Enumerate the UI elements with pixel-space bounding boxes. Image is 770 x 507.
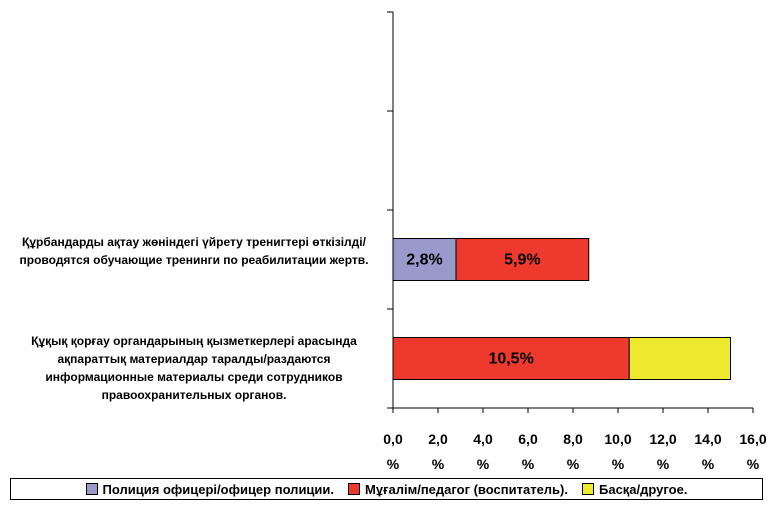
x-tick-label: 10,0%	[604, 431, 631, 472]
value-label: 5,9%	[504, 252, 540, 269]
x-tick-label: 14,0%	[694, 431, 721, 472]
value-label: 10,5%	[488, 351, 533, 368]
legend-item: Полиция офицері/офицер полиции.	[85, 481, 335, 497]
bar-segment	[392, 337, 630, 380]
category-label: Құрбандарды ақтау жөніндегі үйрету трени…	[19, 234, 369, 267]
legend-swatch	[85, 483, 98, 495]
legend-label: Полиция офицері/офицер полиции.	[102, 481, 335, 497]
x-tick-label: 4,0%	[473, 431, 493, 472]
x-tick-label: 16,0%	[739, 431, 766, 472]
legend-item: Мұғалім/педагог (воспитатель).	[348, 482, 568, 497]
bar-segment	[455, 238, 590, 281]
x-tick-label: 6,0%	[518, 431, 538, 472]
x-tick-label: 12,0%	[649, 431, 676, 472]
category-label: Құқық қорғау органдарының қызметкерлері …	[31, 333, 357, 402]
legend-label: Мұғалім/педагог (воспитатель).	[365, 481, 568, 497]
value-label: 2,8%	[406, 252, 442, 269]
x-tick-label: 2,0%	[428, 431, 448, 472]
legend-swatch	[348, 483, 361, 495]
x-tick-label: 8,0%	[563, 431, 583, 472]
bar-segment	[628, 337, 731, 380]
x-tick-label: 0,0%	[383, 431, 403, 472]
legend-label: Басқа/другое.	[599, 481, 688, 497]
legend-item: Басқа/другое.	[582, 482, 687, 497]
legend-swatch	[582, 483, 594, 495]
legend: Полиция офицері/офицер полиции. Мұғалім/п…	[10, 478, 763, 500]
